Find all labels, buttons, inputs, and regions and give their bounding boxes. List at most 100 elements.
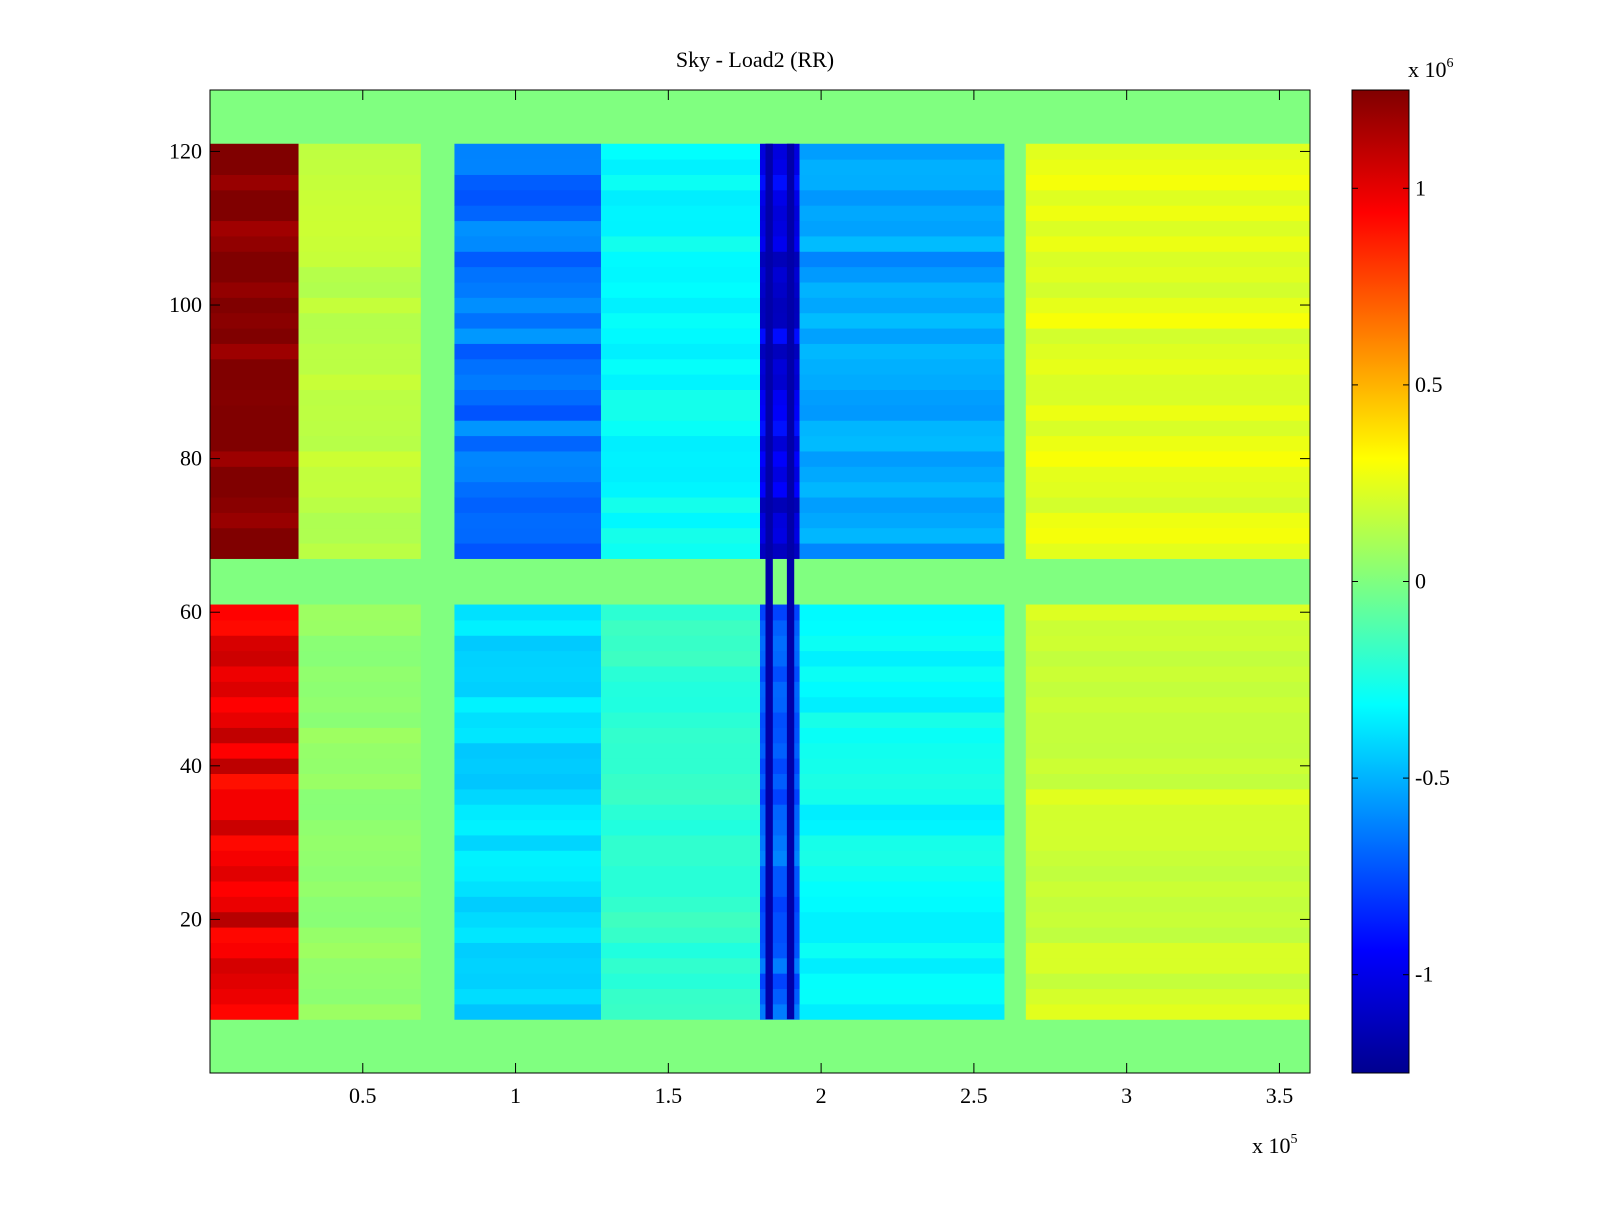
band-6-row [454, 512, 602, 529]
band-13-row [601, 927, 760, 943]
band-5-row [298, 374, 421, 391]
band-9-row [799, 527, 1005, 544]
band-12-row [454, 957, 602, 974]
x-tick-label: 3 [1121, 1083, 1132, 1108]
band-10-row [1025, 343, 1310, 360]
band-3-row [210, 266, 299, 283]
band-9-row [799, 328, 1005, 344]
band-11-row [298, 773, 421, 790]
band-9-row [799, 297, 1005, 314]
band-13-row [601, 619, 760, 636]
y-tick-label: 60 [180, 599, 202, 624]
band-16-row [1025, 850, 1310, 867]
band-4-row [210, 635, 299, 652]
band-10-row [1025, 266, 1310, 283]
band-13-row [601, 681, 760, 698]
band-13-row [601, 988, 760, 1005]
band-16-row [1025, 881, 1310, 897]
x-exponent-power: 5 [1291, 1132, 1298, 1147]
band-5-row [298, 159, 421, 175]
band-13-row [601, 635, 760, 652]
band-15-row [799, 665, 1005, 682]
band-5-row [298, 435, 421, 452]
band-6-row [454, 174, 602, 191]
x-exponent-label: x 105 [1252, 1132, 1298, 1158]
band-4-row [210, 758, 299, 774]
band-13-row [601, 850, 760, 867]
band-4-row [210, 942, 299, 959]
band-4-row [210, 1003, 299, 1020]
band-15-row [799, 850, 1005, 867]
band-6-row [454, 251, 602, 268]
band-9-row [799, 435, 1005, 452]
band-7-row [601, 159, 760, 175]
band-13-row [601, 604, 760, 621]
band-11-row [298, 834, 421, 851]
band-6-row [454, 297, 602, 314]
band-13-row [601, 819, 760, 836]
y-tick-label: 120 [169, 138, 202, 163]
band-9-row [799, 374, 1005, 391]
band-12-row [454, 788, 602, 805]
band-4-row [210, 712, 299, 728]
band-3-row [210, 143, 299, 160]
band-13-row [601, 758, 760, 774]
band-3-row [210, 312, 299, 329]
band-4-row [210, 604, 299, 621]
band-12-row [454, 696, 602, 713]
colorbar-axis: -1 -0.5 0 0.5 1 [1352, 175, 1450, 987]
band-3-row [210, 512, 299, 529]
band-11-row [298, 742, 421, 759]
band-7-row [601, 374, 760, 391]
band-5-row [298, 189, 421, 206]
svg-text:x 106: x 106 [1408, 56, 1454, 82]
band-11-row [298, 911, 421, 928]
band-6-row [454, 420, 602, 437]
band-16-row [1025, 1003, 1310, 1020]
band-4-row [210, 665, 299, 682]
band-15-row [799, 927, 1005, 943]
band-9-row [799, 512, 1005, 529]
band-11-row [298, 619, 421, 636]
svg-text:x 105: x 105 [1252, 1132, 1298, 1158]
band-7-row [601, 281, 760, 298]
band-10-row [1025, 374, 1310, 391]
band-5-row [298, 220, 421, 237]
band-12-row [454, 635, 602, 652]
band-7-row [601, 205, 760, 222]
band-7-row [601, 328, 760, 344]
band-6-row [454, 543, 602, 559]
band-12-row [454, 988, 602, 1005]
band-15-row [799, 681, 1005, 698]
band-5-row [298, 404, 421, 421]
band-12-row [454, 927, 602, 943]
band-11-row [298, 896, 421, 913]
band-5-row [298, 297, 421, 314]
band-4-row [210, 819, 299, 836]
band-11-row [298, 1003, 421, 1020]
band-16-row [1025, 973, 1310, 990]
band-13-row [601, 896, 760, 913]
band-16-row [1025, 758, 1310, 774]
x-tick-label: 3.5 [1266, 1083, 1294, 1108]
band-12-row [454, 881, 602, 897]
band-2 [210, 558, 1310, 605]
band-11-row [298, 650, 421, 667]
band-7-row [601, 512, 760, 529]
band-5-row [298, 497, 421, 513]
band-12-row [454, 865, 602, 882]
chart-title: Sky - Load2 (RR) [676, 47, 834, 72]
band-16-row [1025, 927, 1310, 943]
band-7-row [601, 343, 760, 360]
band-4-row [210, 681, 299, 698]
band-11-row [298, 604, 421, 621]
band-12-row [454, 727, 602, 744]
band-10-row [1025, 220, 1310, 237]
band-10-row [1025, 543, 1310, 559]
band-13-row [601, 742, 760, 759]
band-4-row [210, 788, 299, 805]
colorbar-exponent-power: 6 [1447, 56, 1454, 71]
band-4-row [210, 865, 299, 882]
band-5-row [298, 481, 421, 498]
band-7-row [601, 251, 760, 268]
